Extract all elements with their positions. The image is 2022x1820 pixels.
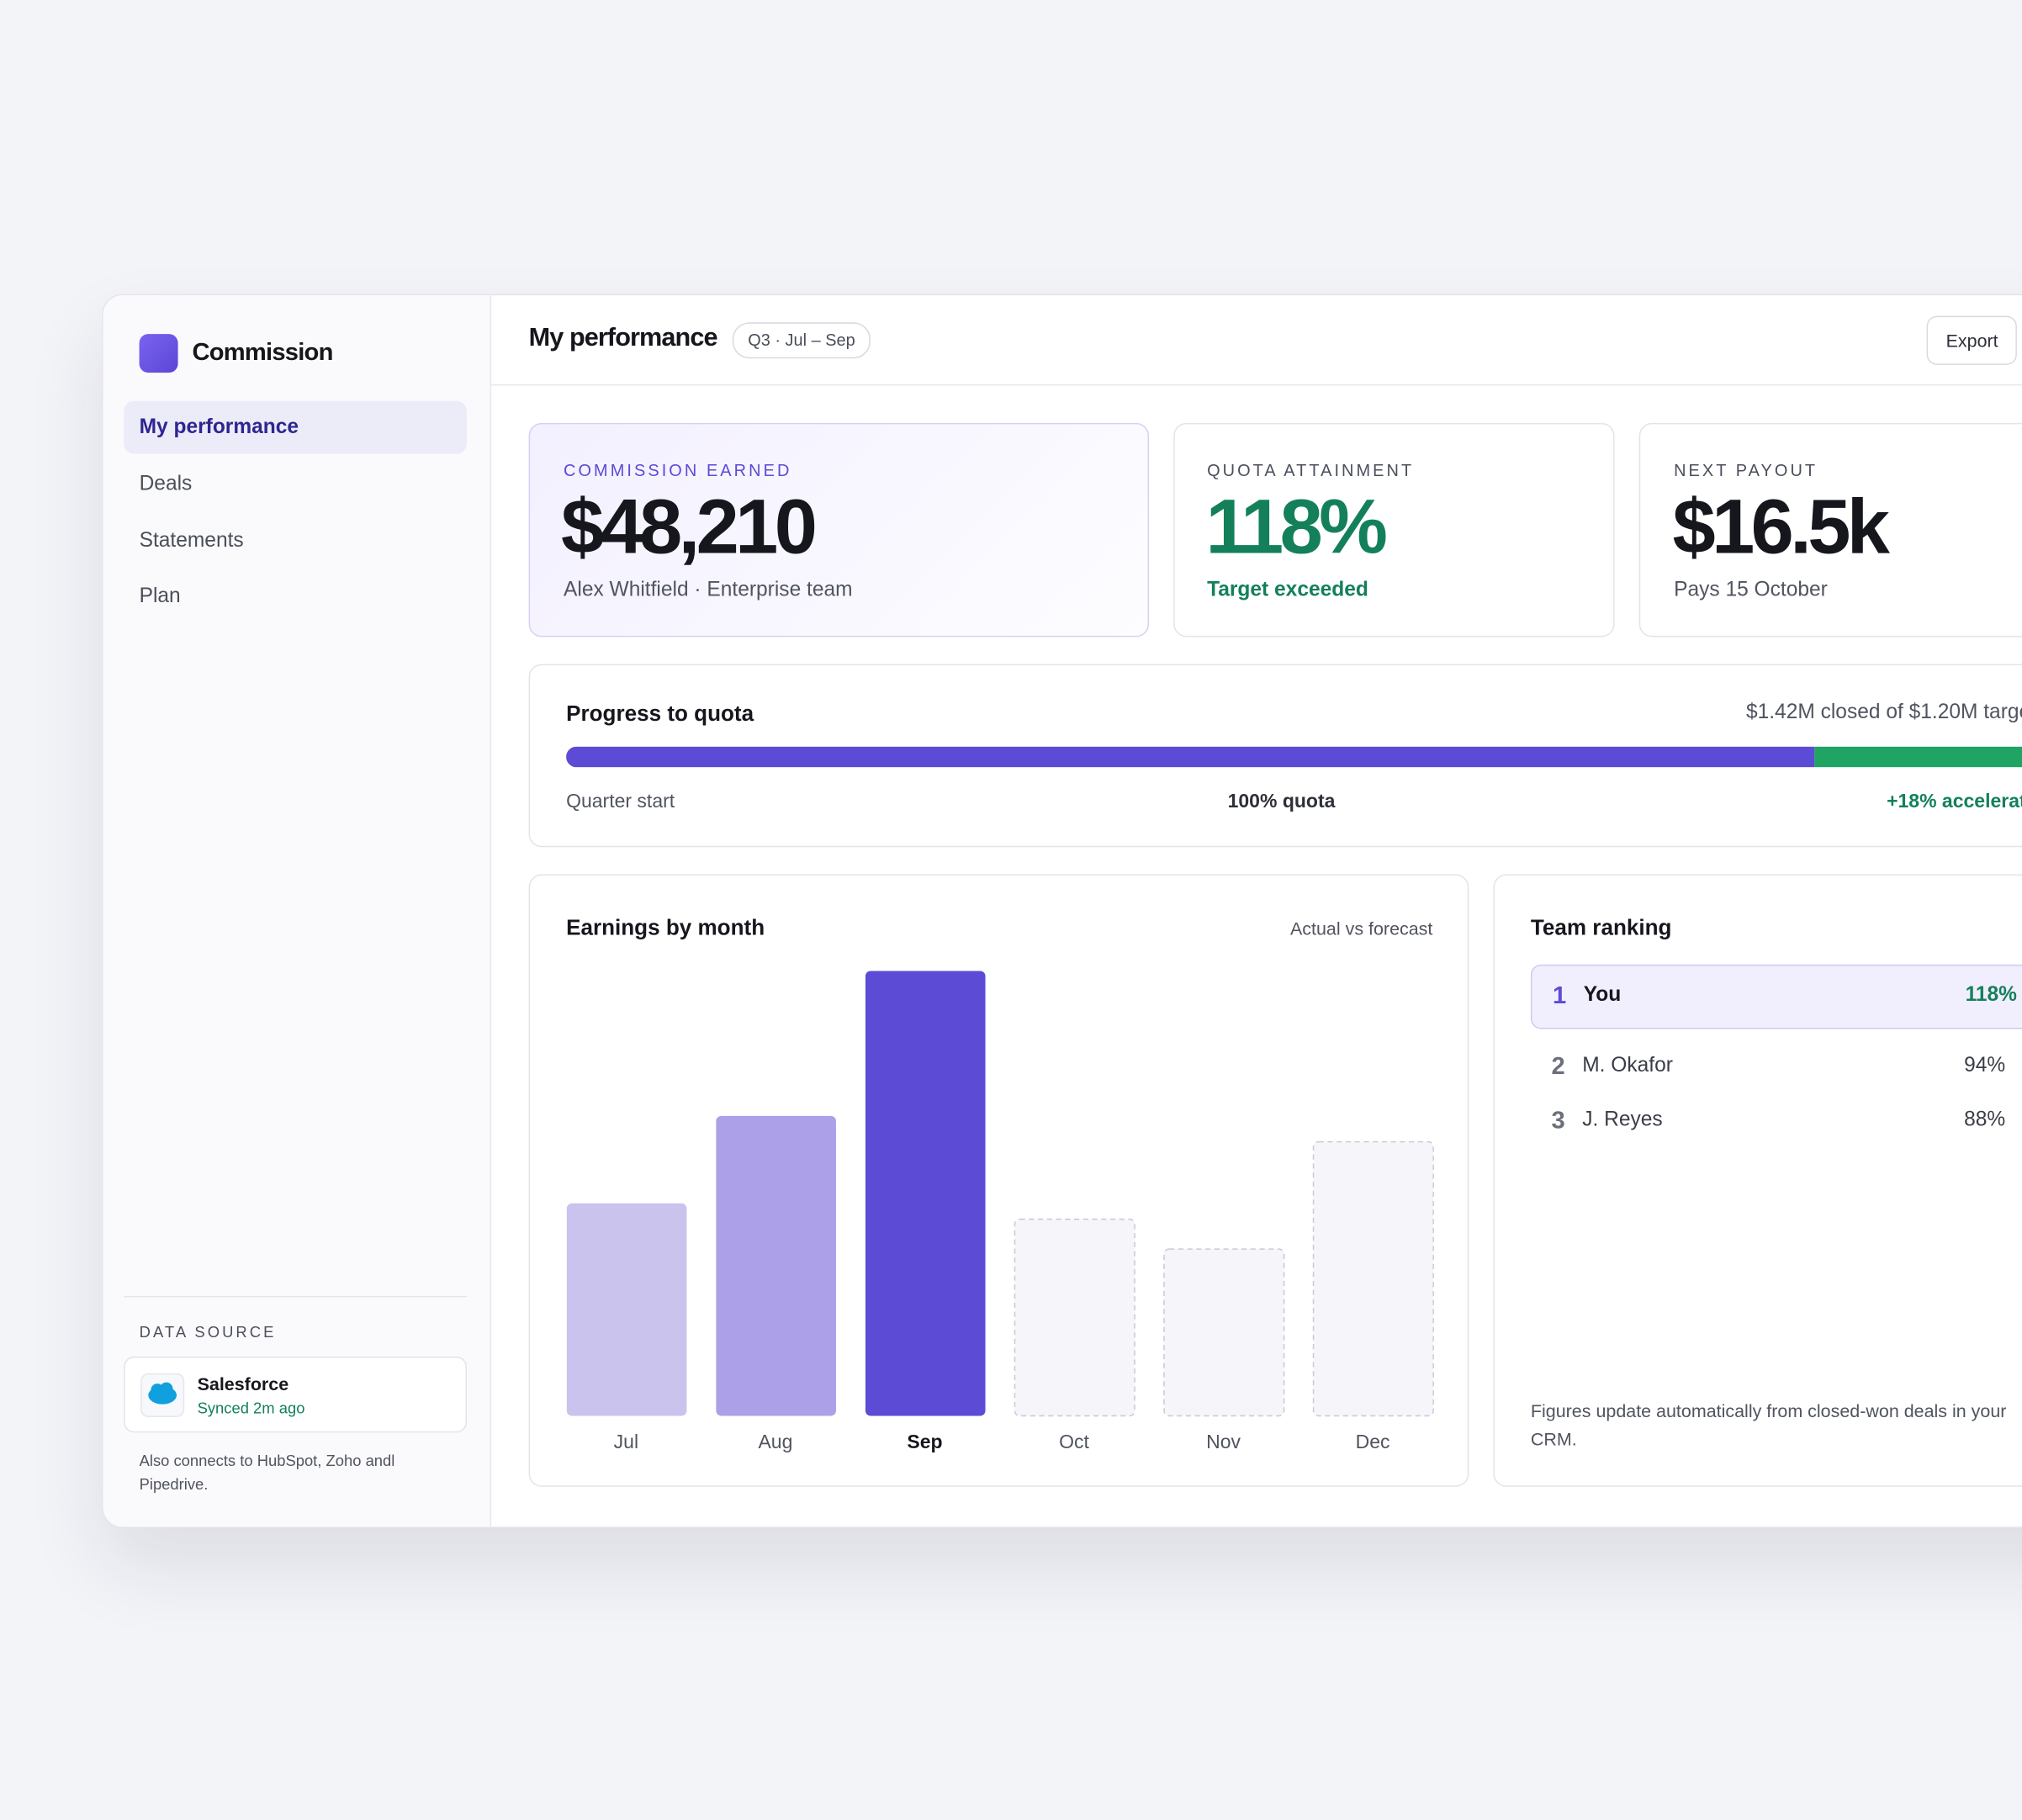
kpi-value: 118% [1205, 483, 1388, 570]
bar [716, 1115, 836, 1416]
rank-value: 94% [1964, 1055, 2006, 1077]
progress-bar [566, 746, 2022, 768]
rank-value: 118% [1965, 983, 2017, 1006]
rank-number: 3 [1551, 1108, 1565, 1135]
bar [865, 971, 986, 1416]
rank-name: M. Okafor [1582, 1055, 1673, 1077]
brand-logo [139, 334, 178, 373]
nav-item[interactable]: Statements [139, 530, 244, 553]
nav-item[interactable]: Deals [139, 473, 193, 495]
x-tick-label: Jul [614, 1431, 638, 1452]
chart-subtitle: Actual vs forecast [1289, 918, 1433, 939]
kpi-value: $48,210 [560, 483, 818, 570]
export-button[interactable]: Export [1926, 315, 2018, 365]
progress-title: Progress to quota [566, 701, 754, 727]
progress-mid: 100% quota [1227, 790, 1336, 812]
ranking-card: Team ranking 1 You 118% 2 M. Okafor 94% 3 J. Re… [1493, 874, 2022, 1487]
progress-start: Quarter start [566, 790, 675, 812]
progress-end: +18% accelerator [1887, 790, 2022, 812]
data-source-label: DATA SOURCE [139, 1323, 277, 1341]
ranking-row: 2 M. Okafor 94% [1531, 1042, 2022, 1093]
sidebar: Commission My performance Deals Statemen… [103, 295, 492, 1527]
header: My performance Q3 · Jul – Sep Export [491, 295, 2022, 386]
chart-title: Earnings by month [566, 915, 765, 940]
ranking-footnote: Figures update automatically from closed… [1530, 1400, 2007, 1450]
kpi-label: COMMISSION EARNED [564, 460, 792, 480]
divider [124, 1295, 468, 1298]
kpi-card: QUOTA ATTAINMENT 118% Target exceeded [1173, 422, 1615, 638]
rank-value: 88% [1964, 1108, 2006, 1131]
x-tick-label: Nov [1206, 1431, 1241, 1452]
salesforce-logo [148, 1382, 177, 1405]
kpi-note: Alex Whitfield · Enterprise team [564, 579, 853, 601]
nav-item[interactable]: Plan [139, 585, 181, 608]
kpi-card: COMMISSION EARNED $48,210 Alex Whitfield… [528, 422, 1150, 638]
ranking-row: 1 You 118% [1530, 964, 2022, 1029]
kpi-note: Target exceeded [1207, 579, 1368, 601]
source-name: Salesforce [197, 1373, 289, 1394]
page-title: My performance [528, 323, 718, 352]
source-card[interactable]: Salesforce Synced 2m ago [124, 1356, 468, 1433]
kpi-card: NEXT PAYOUT $16.5k Pays 15 October [1638, 422, 2022, 638]
kpi-label: NEXT PAYOUT [1674, 460, 1818, 480]
rank-number: 1 [1552, 982, 1567, 1010]
bar [566, 1203, 687, 1416]
x-tick-label: Aug [758, 1431, 792, 1452]
brand-name: Commission [192, 339, 333, 367]
nav-item[interactable]: My performance [124, 400, 468, 454]
kpi-label: QUOTA ATTAINMENT [1207, 460, 1415, 480]
x-tick-label: Dec [1356, 1431, 1390, 1452]
ranking-row: 3 J. Reyes 88% [1531, 1096, 2022, 1147]
x-tick-label: Oct [1059, 1431, 1089, 1452]
progress-segment [566, 746, 1814, 768]
source-icon [140, 1373, 185, 1417]
bar-chart: Jul Aug Sep Oct Nov Dec [566, 971, 1434, 1452]
rank-number: 2 [1551, 1053, 1565, 1081]
kpi-note: Pays 15 October [1674, 579, 1828, 601]
kpi-value: $16.5k [1672, 483, 1890, 570]
rank-name: J. Reyes [1582, 1108, 1663, 1131]
ranking-title: Team ranking [1530, 915, 1672, 940]
source-note: Also connects to HubSpot, Zoho andl Pipe… [139, 1452, 395, 1494]
x-tick-label: Sep [907, 1431, 942, 1452]
forecast-bar [1163, 1248, 1285, 1417]
progress-summary: $1.42M closed of $1.20M target [1745, 701, 2022, 724]
forecast-bar [1014, 1218, 1135, 1417]
forecast-bar [1312, 1140, 1434, 1417]
period-pill[interactable]: Q3 · Jul – Sep [732, 322, 871, 359]
progress-card: Progress to quota $1.42M closed of $1.20… [528, 664, 2022, 848]
chart-card: Earnings by month Actual vs forecast Jul… [528, 874, 1469, 1487]
progress-segment [1813, 746, 2022, 768]
rank-name: You [1583, 983, 1622, 1006]
source-status: Synced 2m ago [197, 1399, 305, 1417]
